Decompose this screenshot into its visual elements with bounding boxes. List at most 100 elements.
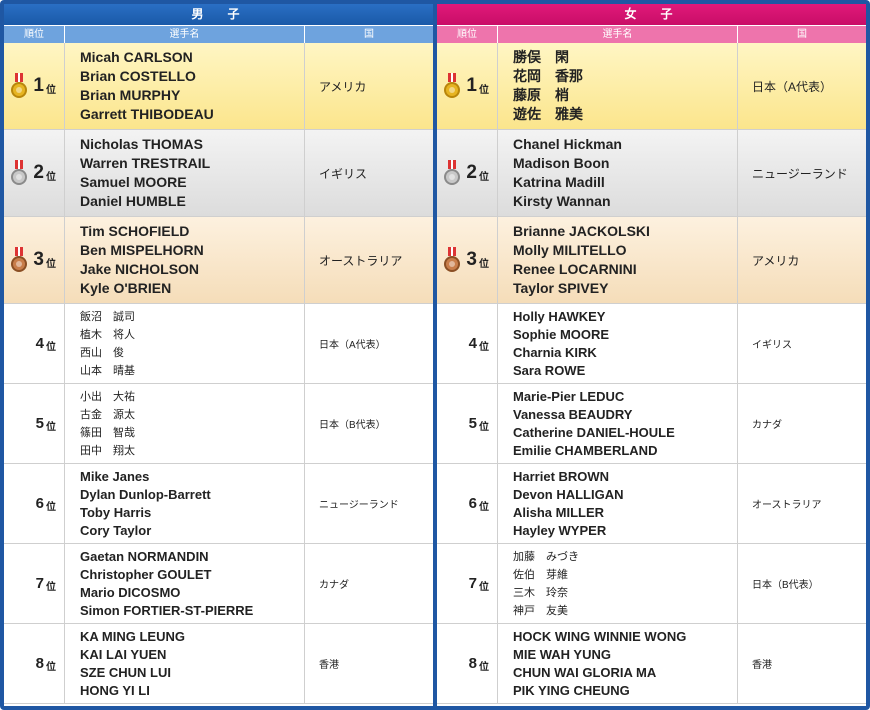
country-cell: イギリス [305, 130, 433, 216]
country-name: 日本（B代表） [319, 420, 386, 431]
silver-medal-icon [10, 160, 28, 187]
result-row: 1 位 Micah CARLSON Brian COSTELLO Brian MURPH… [4, 43, 433, 130]
rank-suffix: 位 [46, 582, 56, 593]
athlete-name: Madison Boon [513, 155, 610, 171]
rank-number: 3 [466, 249, 477, 270]
rank-column-header: 順位 [4, 26, 65, 43]
rank-number: 7 [35, 575, 44, 592]
athlete-name: Mario DICOSMO [80, 584, 181, 600]
athlete-name: KAI LAI YUEN [80, 646, 167, 662]
women-results-panel: 女 子 順位 選手名 国 1 位勝俣 閑花岡 香那 藤原 梢遊佐 雅美 日本（A代表）… [437, 4, 866, 706]
country-cell: アメリカ [305, 43, 433, 129]
athlete-name: Kirsty Wannan [513, 193, 611, 209]
athlete-names-cell: Holly HAWKEY Sophie MOORE Charnia KIRK Sara… [498, 304, 738, 383]
gold-medal-icon [443, 73, 461, 100]
gold-medal-icon [10, 73, 28, 100]
country-name: 日本（A代表） [752, 79, 833, 94]
athlete-name: PIK YING CHEUNG [513, 682, 630, 698]
athlete-name: Catherine DANIEL-HOULE [513, 424, 675, 440]
athlete-names-cell: Brianne JACKOLSKI Molly MILITELLO Renee LO… [498, 217, 738, 303]
result-row: 2 位 Chanel Hickman Madison Boon Katrina Madi… [437, 130, 866, 217]
rank-suffix: 位 [479, 422, 489, 433]
athlete-name: Gaetan NORMANDIN [80, 548, 209, 564]
athlete-name: Vanessa BEAUDRY [513, 406, 633, 422]
athlete-name: Hayley WYPER [513, 522, 607, 538]
athlete-names-cell: Nicholas THOMAS Warren TRESTRAIL Samuel MO… [65, 130, 305, 216]
men-column-headers: 順位 選手名 国 [4, 25, 433, 43]
athlete-names-cell: 勝俣 閑花岡 香那 藤原 梢遊佐 雅美 [498, 43, 738, 129]
result-row: 4 位 Holly HAWKEY Sophie MOORE Charnia KIRK Sa… [437, 304, 866, 384]
athlete-name: 勝俣 閑 [513, 49, 569, 65]
result-row: 7 位 Gaetan NORMANDIN Christopher GOULET Mari… [4, 544, 433, 624]
athlete-name: Garrett THIBODEAU [80, 106, 214, 122]
rank-suffix: 位 [46, 171, 56, 183]
country-cell: アメリカ [738, 217, 866, 303]
result-row: 6 位 Harriet BROWN Devon HALLIGAN Alisha MILL… [437, 464, 866, 544]
athlete-name: Simon FORTIER-ST-PIERRE [80, 602, 254, 618]
athlete-name: 遊佐 雅美 [513, 106, 583, 122]
rank-suffix: 位 [46, 422, 56, 433]
rank-number: 2 [466, 162, 477, 183]
rank-number: 4 [35, 335, 44, 352]
rank-suffix: 位 [46, 84, 56, 96]
rank-column-header: 順位 [437, 26, 498, 43]
athlete-name: 神戸 友美 [513, 604, 568, 617]
athlete-name: Chanel Hickman [513, 136, 622, 152]
country-name: イギリス [752, 340, 792, 351]
athlete-name: Taylor SPIVEY [513, 280, 609, 296]
country-name: 香港 [319, 660, 339, 671]
athlete-name: 植木 将人 [80, 328, 135, 341]
men-results-panel: 男 子 順位 選手名 国 1 位 Micah CARLSON Brian COSTEL… [4, 4, 433, 706]
country-name: アメリカ [319, 79, 367, 94]
athlete-names-cell: 加藤 みづき 佐伯 芽維 三木 玲奈 神戸 友美 [498, 544, 738, 623]
athlete-names-cell: 飯沼 誠司 植木 将人 西山 俊山本 晴基 [65, 304, 305, 383]
rank-number: 2 [33, 162, 44, 183]
country-cell: カナダ [738, 384, 866, 463]
rank-number: 8 [35, 655, 44, 672]
men-results-rows: 1 位 Micah CARLSON Brian COSTELLO Brian MURPH… [4, 43, 433, 704]
athlete-name: Emilie CHAMBERLAND [513, 442, 658, 458]
country-name: イギリス [319, 166, 368, 181]
men-panel-title: 男 子 [4, 4, 433, 25]
rank-suffix: 位 [479, 582, 489, 593]
athlete-name: Micah CARLSON [80, 49, 193, 65]
country-cell: 日本（A代表） [738, 43, 866, 129]
athlete-name: 藤原 梢 [513, 87, 569, 103]
athlete-name: Nicholas THOMAS [80, 136, 203, 152]
rank-number: 5 [35, 415, 44, 432]
rank-suffix: 位 [46, 342, 56, 353]
athlete-name: HOCK WING WINNIE WONG [513, 628, 687, 644]
result-row: 6 位 Mike Janes Dylan Dunlop-Barrett Toby Har… [4, 464, 433, 544]
athlete-name: Mike Janes [80, 468, 150, 484]
country-cell: イギリス [738, 304, 866, 383]
country-column-header: 国 [738, 26, 866, 43]
athlete-names-cell: Chanel Hickman Madison Boon Katrina Madill… [498, 130, 738, 216]
athlete-name: Sophie MOORE [513, 326, 610, 342]
athlete-name: Marie-Pier LEDUC [513, 388, 625, 404]
country-cell: 香港 [738, 624, 866, 703]
country-name: ニュージーランド [319, 500, 399, 511]
name-column-header: 選手名 [498, 26, 738, 43]
athlete-name: Charnia KIRK [513, 344, 597, 360]
athlete-names-cell: Marie-Pier LEDUC Vanessa BEAUDRY Catherine… [498, 384, 738, 463]
country-name: 香港 [752, 660, 772, 671]
result-row: 5 位小出 大祐 古金 源太 篠田 智哉 田中 翔太 日本（B代表） [4, 384, 433, 464]
athlete-names-cell: KA MING LEUNG KAI LAI YUEN SZE CHUN LUI HON… [65, 624, 305, 703]
athlete-name: Brianne JACKOLSKI [513, 223, 650, 239]
country-name: カナダ [319, 580, 349, 591]
bronze-medal-icon [443, 247, 461, 274]
athlete-names-cell: Mike Janes Dylan Dunlop-Barrett Toby Harri… [65, 464, 305, 543]
athlete-name: Devon HALLIGAN [513, 486, 624, 502]
country-name: オーストラリア [752, 500, 822, 511]
result-row: 1 位勝俣 閑花岡 香那 藤原 梢遊佐 雅美 日本（A代表） [437, 43, 866, 130]
result-row: 8 位 HOCK WING WINNIE WONG MIE WAH YUNG CHUN … [437, 624, 866, 704]
athlete-name: 田中 翔太 [80, 444, 135, 457]
